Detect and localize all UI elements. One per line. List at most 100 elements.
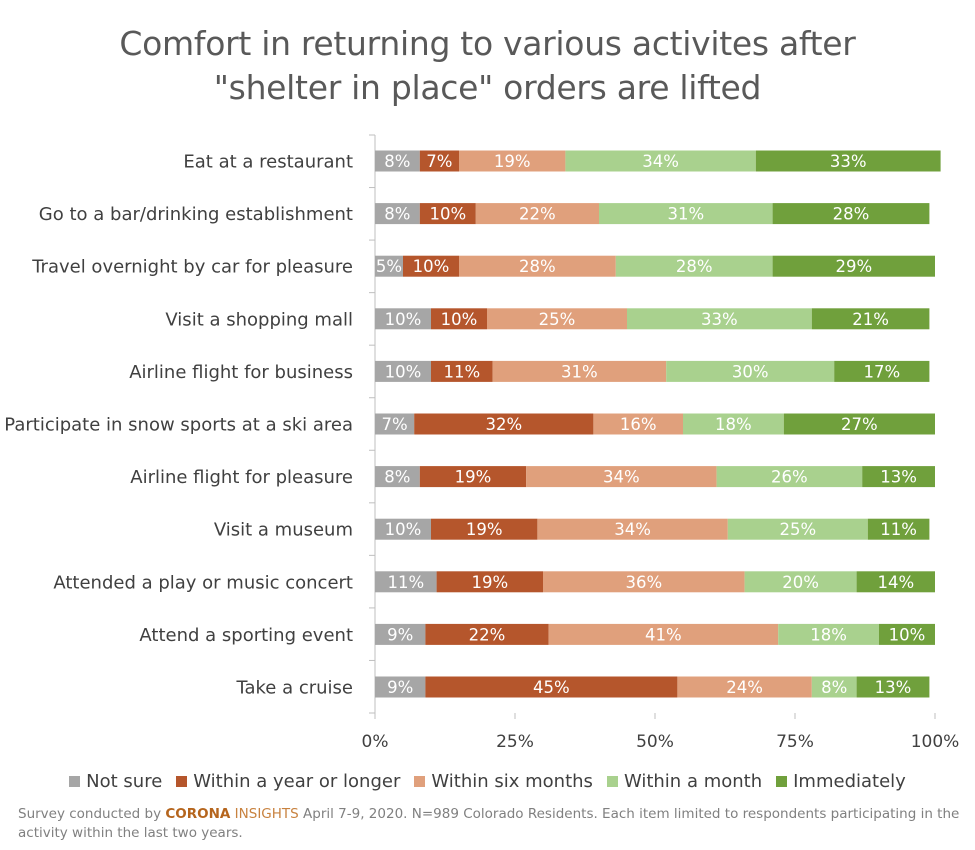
data-label: 22%	[519, 205, 556, 224]
legend-swatch	[176, 776, 188, 787]
bar-segment	[548, 623, 779, 645]
data-label: 13%	[875, 678, 912, 697]
bar-segment	[403, 255, 459, 277]
bar-segment	[431, 518, 538, 540]
bar-segment	[375, 413, 415, 435]
data-label: 7%	[426, 152, 452, 171]
footnote-suffix: April 7-9, 2020. N=989 Colorado Resident…	[18, 806, 960, 841]
data-label: 31%	[667, 205, 704, 224]
bar-segment	[716, 466, 863, 488]
bar-segment	[375, 308, 431, 330]
bar-segment	[419, 203, 476, 225]
data-label: 16%	[620, 415, 657, 434]
legend-label: Within six months	[431, 771, 593, 792]
bar-segment	[459, 150, 566, 172]
category-label: Visit a shopping mall	[165, 309, 353, 330]
bar-segment	[526, 466, 717, 488]
bar-segment	[419, 150, 459, 172]
data-label: 10%	[385, 520, 422, 539]
legend-label: Immediately	[793, 771, 906, 792]
bar-segment	[414, 413, 594, 435]
bar-segment	[459, 255, 616, 277]
brand-name-insights: INSIGHTS	[230, 806, 299, 822]
bar-segment	[475, 203, 599, 225]
bar-segment	[492, 360, 667, 382]
bar-segment	[425, 623, 549, 645]
data-label: 9%	[387, 678, 413, 697]
category-label: Take a cruise	[235, 678, 353, 699]
category-label: Travel overnight by car for pleasure	[31, 257, 353, 278]
bar-segment	[375, 203, 420, 225]
data-label: 9%	[387, 625, 413, 644]
bar-segment	[879, 623, 935, 645]
legend-label: Within a month	[623, 771, 763, 792]
bar-segment	[615, 255, 773, 277]
data-label: 8%	[384, 205, 410, 224]
data-label: 11%	[880, 520, 917, 539]
legend-label: Not sure	[86, 771, 163, 792]
data-label: 19%	[455, 468, 492, 487]
bar-segment	[834, 360, 930, 382]
data-label: 10%	[889, 625, 926, 644]
legend-swatch	[69, 776, 81, 787]
data-label: 45%	[533, 678, 570, 697]
category-label: Eat at a restaurant	[183, 152, 353, 173]
legend-item: Not sure	[69, 771, 162, 792]
bar-segment	[811, 308, 930, 330]
data-label: 8%	[821, 678, 847, 697]
data-label: 31%	[561, 362, 598, 381]
bar-segment	[627, 308, 812, 330]
data-label: 36%	[625, 573, 662, 592]
x-tick-label: 100%	[911, 732, 960, 752]
data-label: 34%	[614, 520, 651, 539]
bar-segment	[375, 466, 420, 488]
data-label: 19%	[466, 520, 503, 539]
data-label: 10%	[413, 257, 450, 276]
legend-swatch	[414, 776, 426, 787]
data-label: 10%	[441, 310, 478, 329]
data-label: 19%	[494, 152, 531, 171]
bar-segment	[778, 623, 879, 645]
bar-segment	[862, 466, 935, 488]
legend-item: Within a month	[606, 771, 763, 792]
bar-segment	[856, 571, 935, 593]
data-label: 25%	[539, 310, 576, 329]
category-label: Airline flight for business	[129, 362, 353, 383]
bar-segment	[375, 623, 426, 645]
bar-segment	[375, 676, 426, 698]
data-label: 14%	[877, 573, 914, 592]
data-label: 11%	[387, 573, 424, 592]
data-label: 28%	[676, 257, 713, 276]
category-label: Go to a bar/drinking establishment	[39, 204, 353, 225]
legend-label: Within a year or longer	[193, 771, 401, 792]
data-label: 25%	[779, 520, 816, 539]
data-label: 32%	[485, 415, 522, 434]
data-label: 21%	[852, 310, 889, 329]
legend-item: Within six months	[414, 771, 593, 792]
data-label: 28%	[519, 257, 556, 276]
data-label: 29%	[835, 257, 872, 276]
bar-segment	[375, 571, 437, 593]
legend-swatch	[776, 776, 788, 787]
data-label: 41%	[645, 625, 682, 644]
data-label: 7%	[382, 415, 408, 434]
data-label: 22%	[469, 625, 506, 644]
data-label: 10%	[385, 362, 422, 381]
data-label: 10%	[429, 205, 466, 224]
bar-segment	[487, 308, 627, 330]
bar-segment	[772, 203, 930, 225]
stacked-bar-chart: 0% 25% 50% 75% 100% Eat at a restaurant 8% 7% 19…	[4, 134, 960, 752]
data-label: 8%	[384, 152, 410, 171]
x-tick-label: 25%	[496, 732, 534, 752]
data-label: 11%	[443, 362, 480, 381]
bar-segment	[431, 308, 487, 330]
legend-item: Within a year or longer	[176, 771, 400, 792]
bar-segment	[599, 203, 773, 225]
data-label: 33%	[830, 152, 867, 171]
x-tick-label: 50%	[636, 732, 674, 752]
chart-title-line-2: "shelter in place" orders are lifted	[213, 68, 762, 107]
bar-segment	[436, 571, 543, 593]
data-label: 20%	[782, 573, 819, 592]
bar-segment	[375, 255, 403, 277]
